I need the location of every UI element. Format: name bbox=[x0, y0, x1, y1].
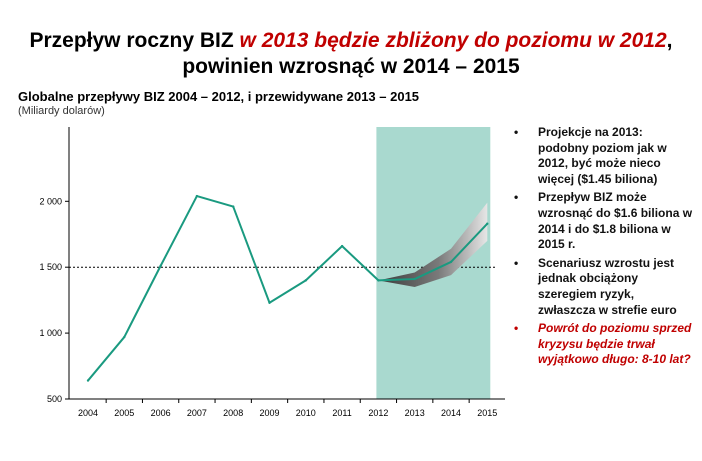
bullet-icon: • bbox=[514, 321, 519, 336]
x-tick-label: 2006 bbox=[151, 408, 171, 418]
x-tick-label: 2004 bbox=[78, 408, 98, 418]
bullet-icon: • bbox=[514, 190, 519, 205]
data-point-2006 bbox=[159, 264, 162, 268]
bullet-text: Powrót do poziomu sprzed kryzysu będzie … bbox=[538, 321, 692, 367]
chart-subtitle: (Miliardy dolarów) bbox=[18, 105, 105, 117]
data-point-2007 bbox=[195, 194, 199, 198]
data-point-2010 bbox=[304, 279, 307, 282]
x-tick-label: 2010 bbox=[296, 408, 316, 418]
data-point-2012 bbox=[377, 279, 380, 282]
data-point-2005 bbox=[123, 335, 126, 339]
bullet-item: • Przepływ BIZ może wzrosnąć do $1.6 bili… bbox=[512, 190, 694, 252]
slide-title: Przepływ roczny BIZ w 2013 będzie zbliżo… bbox=[0, 28, 702, 80]
y-axis-ticks: 500 1 000 1 500 2 000 bbox=[39, 196, 69, 404]
chart-title: Globalne przepływy BIZ 2004 – 2012, i pr… bbox=[18, 89, 420, 104]
x-tick-label: 2008 bbox=[223, 408, 243, 418]
x-tick-label: 2014 bbox=[441, 408, 461, 418]
bullet-item: • Projekcje na 2013: podobny poziom jak w… bbox=[512, 125, 694, 187]
y-tick-label: 1 500 bbox=[39, 262, 62, 272]
x-tick-label: 2005 bbox=[114, 408, 134, 418]
bullet-item: • Scenariusz wzrostu jest jednak obciążon… bbox=[512, 256, 694, 318]
y-tick-label: 1 000 bbox=[39, 328, 62, 338]
y-tick-label: 500 bbox=[47, 394, 62, 404]
bullet-icon: • bbox=[514, 255, 519, 270]
data-point-2014 bbox=[449, 260, 453, 264]
x-tick-label: 2007 bbox=[187, 408, 207, 418]
x-tick-label: 2011 bbox=[332, 408, 351, 418]
slide-title-highlight: w 2013 będzie zbliżony do poziomu w 2012 bbox=[239, 29, 667, 52]
data-point-2015 bbox=[486, 222, 489, 225]
bullet-item: • Powrót do poziomu sprzed kryzysu będzie… bbox=[512, 321, 694, 368]
bullet-text: Przepływ BIZ może wzrosnąć do $1.6 bilio… bbox=[538, 190, 693, 252]
data-point-2004 bbox=[86, 379, 90, 382]
slide-title-part1: Przepływ roczny BIZ bbox=[29, 29, 240, 52]
x-tick-label: 2012 bbox=[368, 408, 388, 418]
slide-title-part3: , powinien wzrosnąć w 2014 – 2015 bbox=[182, 29, 673, 78]
x-tick-label: 2015 bbox=[477, 408, 497, 418]
data-point-2009 bbox=[268, 301, 271, 304]
forecast-range-fan bbox=[378, 202, 488, 287]
bullet-icon: • bbox=[514, 125, 519, 139]
bullet-text: Projekcje na 2013: podobny poziom jak w … bbox=[538, 125, 667, 186]
data-point-2011 bbox=[340, 244, 344, 248]
data-point-2013 bbox=[413, 277, 416, 281]
bullet-list: • Projekcje na 2013: podobny poziom jak w… bbox=[512, 125, 694, 371]
x-tick-label: 2009 bbox=[259, 408, 279, 418]
x-axis-ticks: 2004 2005 2006 2007 2008 2009 2010 2011 2012 2013… bbox=[78, 399, 497, 418]
data-points bbox=[86, 194, 489, 382]
y-tick-label: 2 000 bbox=[39, 196, 62, 206]
data-point-2008 bbox=[232, 205, 235, 208]
series-line bbox=[87, 195, 489, 382]
bullet-text: Scenariusz wzrostu jest jednak obciążony… bbox=[538, 255, 677, 317]
x-tick-label: 2013 bbox=[405, 408, 425, 418]
